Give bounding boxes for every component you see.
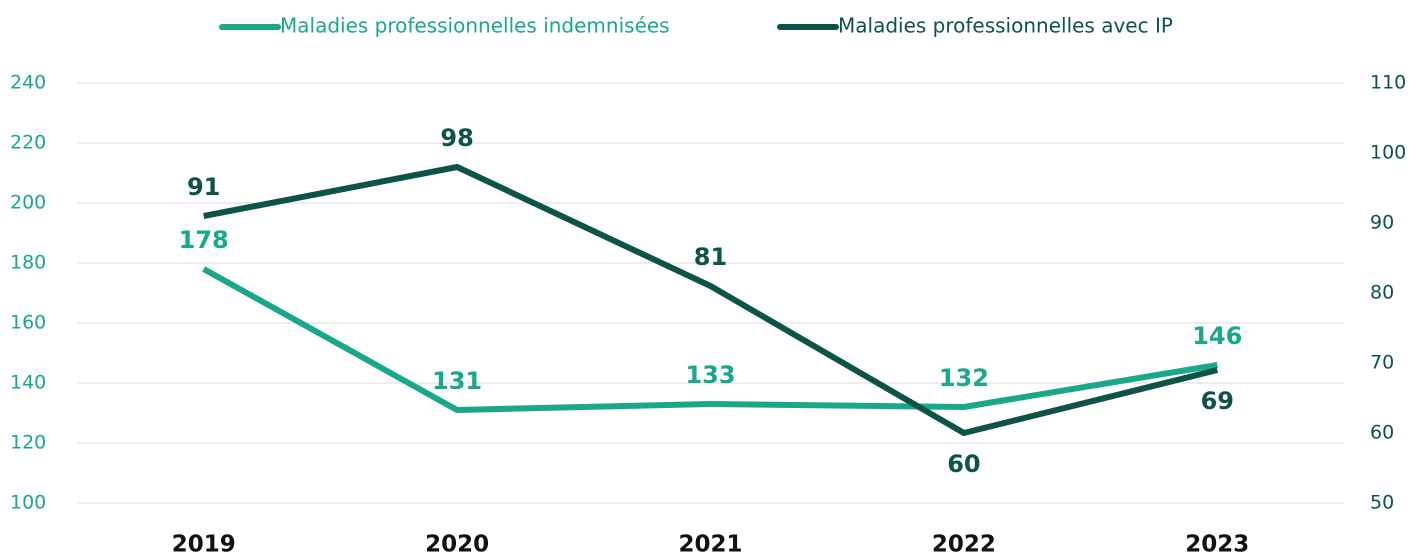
data-label: 131 (432, 367, 482, 395)
y-tick-label: 180 (10, 252, 46, 274)
series-line (203, 164, 1219, 436)
data-label: 178 (179, 226, 229, 254)
y-tick-label: 200 (10, 192, 46, 214)
y-tick-label: 140 (10, 372, 46, 394)
data-label: 81 (694, 243, 727, 271)
x-tick-label: 2022 (932, 532, 996, 557)
data-label: 146 (1192, 322, 1242, 350)
series-line (202, 266, 1218, 413)
y-tick-label: 240 (10, 72, 46, 94)
y-tick-label: 120 (10, 432, 46, 454)
y2-tick-label: 50 (1370, 492, 1394, 514)
legend-label: Maladies professionnelles indemnisées (280, 14, 670, 38)
data-label: 133 (685, 361, 735, 389)
y-tick-label: 220 (10, 132, 46, 154)
y2-tick-label: 100 (1370, 142, 1406, 164)
y2-tick-label: 110 (1370, 72, 1406, 94)
y2-tick-label: 80 (1370, 282, 1394, 304)
y2-tick-label: 60 (1370, 422, 1394, 444)
data-label: 98 (440, 124, 473, 152)
x-tick-label: 2023 (1185, 532, 1249, 557)
x-tick-label: 2020 (425, 532, 489, 557)
x-tick-label: 2019 (172, 532, 236, 557)
legend-label: Maladies professionnelles avec IP (838, 14, 1173, 38)
y2-tick-label: 90 (1370, 212, 1394, 234)
x-tick-label: 2021 (678, 532, 742, 557)
y-tick-label: 160 (10, 312, 46, 334)
data-label: 132 (939, 364, 989, 392)
y-tick-label: 100 (10, 492, 46, 514)
data-label: 60 (947, 450, 980, 478)
y2-tick-label: 70 (1370, 352, 1394, 374)
data-label: 69 (1201, 387, 1234, 415)
data-label: 91 (187, 173, 220, 201)
